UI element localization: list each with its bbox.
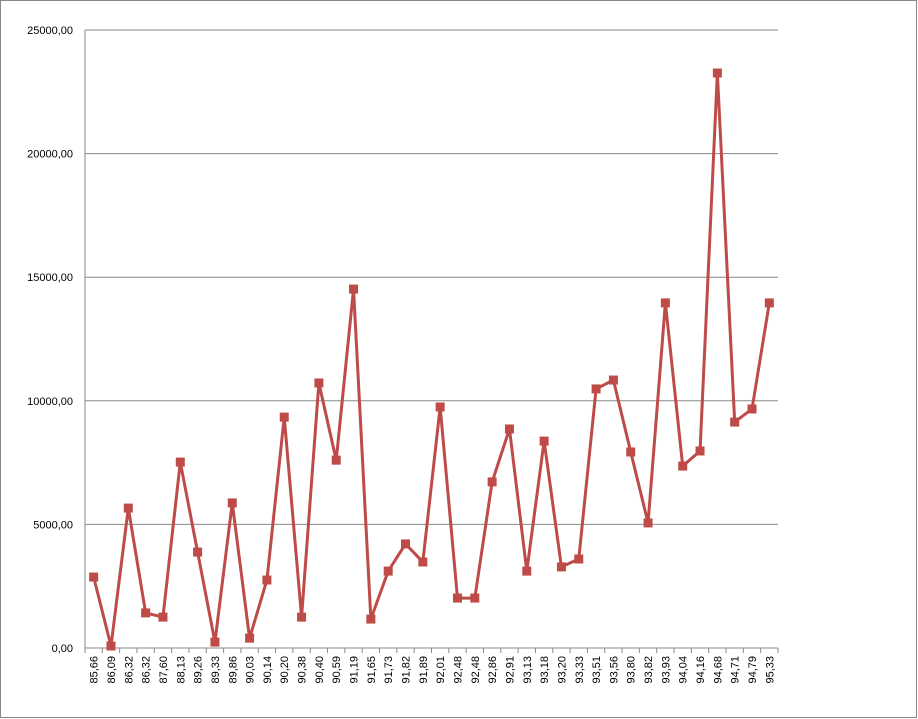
x-tick-label: 90,14 [262,656,274,684]
marker [366,614,376,624]
marker [608,375,618,385]
marker [695,446,705,456]
x-tick-label: 94,04 [678,656,690,684]
marker [245,633,255,643]
x-tick-label: 93,80 [626,656,638,684]
x-tick-label: 93,13 [522,656,534,684]
marker [89,572,99,582]
x-tick-label: 91,82 [401,656,413,684]
x-tick-label: 93,18 [539,656,551,684]
marker [712,68,722,78]
marker [227,498,237,508]
marker [747,404,757,414]
x-tick-label: 93,33 [574,656,586,684]
x-tick-label: 94,16 [695,656,707,684]
x-tick-label: 93,82 [643,656,655,684]
marker [193,547,203,557]
marker [349,284,359,294]
marker [678,461,688,471]
x-tick-label: 91,19 [349,656,361,684]
x-tick-label: 86,32 [141,656,153,684]
y-tick-label: 15000,00 [27,272,73,284]
x-tick-label: 92,01 [435,656,447,684]
marker [660,298,670,308]
x-tick-label: 86,09 [106,656,118,684]
marker [470,593,480,603]
x-tick-label: 91,73 [383,656,395,684]
marker [764,298,774,308]
x-tick-label: 90,59 [331,656,343,684]
marker [452,593,462,603]
x-tick-label: 90,40 [314,656,326,684]
marker [175,457,185,467]
marker [418,557,428,567]
marker [123,503,133,513]
x-tick-label: 94,68 [712,656,724,684]
marker [279,412,289,422]
x-tick-label: 85,66 [89,656,101,684]
x-tick-label: 94,71 [730,656,742,684]
line [92,72,771,647]
x-tick-label: 89,26 [193,656,205,684]
x-tick-label: 94,79 [747,656,759,684]
marker [556,562,566,572]
marker [591,384,601,394]
x-tick-label: 90,20 [279,656,291,684]
y-tick-label: 0,00 [52,643,73,655]
x-tick-label: 87,60 [158,656,170,684]
x-tick-label: 92,86 [487,656,499,684]
x-tick-label: 88,13 [175,656,187,684]
x-tick-label: 95,33 [764,656,776,684]
marker [262,575,272,585]
marker [643,518,653,528]
x-tick-label: 90,38 [297,656,309,684]
marker [539,436,549,446]
x-tick-label: 93,51 [591,656,603,684]
marker [297,612,307,622]
x-tick-label: 92,48 [470,656,482,684]
y-tick-label: 10000,00 [27,396,73,408]
marker [331,455,341,465]
y-tick-label: 20000,00 [27,149,73,161]
x-tick-label: 86,32 [123,656,135,684]
marker [504,424,514,434]
marker [141,608,151,618]
marker [401,539,411,549]
marker [158,612,168,622]
x-tick-label: 89,86 [227,656,239,684]
x-tick-label: 91,89 [418,656,430,684]
x-tick-label: 89,33 [210,656,222,684]
marker [314,378,324,388]
marker [435,402,445,412]
y-tick-label: 25000,00 [27,25,73,37]
x-tick-label: 91,65 [366,656,378,684]
marker [574,554,584,564]
y-tick-label: 5000,00 [33,519,73,531]
x-tick-label: 93,56 [608,656,620,684]
x-tick-label: 90,03 [245,656,257,684]
marker [383,566,393,576]
marker [730,417,740,427]
x-tick-label: 92,48 [452,656,464,684]
marker [522,566,532,576]
marker [106,641,116,651]
x-tick-label: 93,93 [660,656,672,684]
marker [210,637,220,647]
x-tick-label: 92,91 [504,656,516,684]
marker [626,447,636,457]
marker [487,477,497,487]
x-tick-label: 93,20 [556,656,568,684]
